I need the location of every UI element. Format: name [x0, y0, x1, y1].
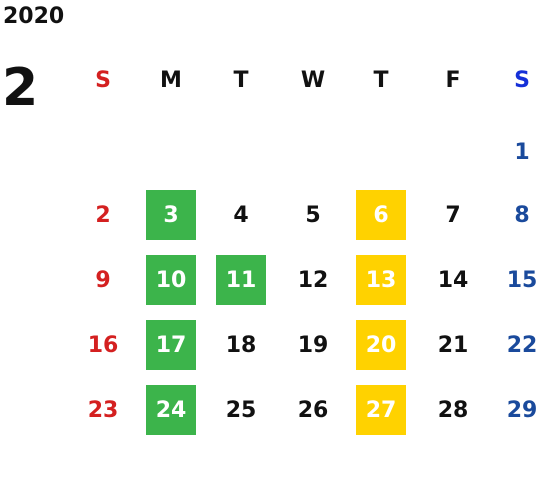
weekday-label: S — [514, 68, 530, 93]
day-cell[interactable]: 13 — [356, 255, 406, 305]
day-cell[interactable]: 20 — [356, 320, 406, 370]
day-cell[interactable]: 11 — [216, 255, 266, 305]
day-cell[interactable]: 19 — [297, 332, 329, 358]
day-cell[interactable]: 24 — [146, 385, 196, 435]
day-cell[interactable]: 16 — [87, 332, 119, 358]
day-cell[interactable]: 2 — [95, 202, 111, 228]
day-cell[interactable]: 21 — [437, 332, 469, 358]
weekday-label: S — [95, 68, 111, 93]
weekday-label: W — [300, 68, 326, 93]
month-label: 2 — [2, 58, 39, 118]
day-cell[interactable]: 6 — [356, 190, 406, 240]
day-cell[interactable]: 15 — [506, 267, 538, 293]
weekday-label: M — [160, 68, 182, 93]
year-label: 2020 — [3, 4, 65, 29]
day-cell[interactable]: 10 — [146, 255, 196, 305]
day-cell[interactable]: 9 — [95, 267, 111, 293]
day-cell[interactable]: 29 — [506, 397, 538, 423]
weekday-label: F — [445, 68, 461, 93]
day-cell[interactable]: 17 — [146, 320, 196, 370]
day-cell[interactable]: 4 — [233, 202, 249, 228]
weekday-label: T — [373, 68, 389, 93]
day-cell[interactable]: 26 — [297, 397, 329, 423]
weekday-label: T — [233, 68, 249, 93]
day-cell[interactable]: 1 — [514, 139, 530, 165]
day-cell[interactable]: 23 — [87, 397, 119, 423]
day-cell[interactable]: 28 — [437, 397, 469, 423]
day-cell[interactable]: 5 — [305, 202, 321, 228]
day-cell[interactable]: 12 — [297, 267, 329, 293]
day-cell[interactable]: 14 — [437, 267, 469, 293]
day-cell[interactable]: 8 — [514, 202, 530, 228]
day-cell[interactable]: 18 — [225, 332, 257, 358]
day-cell[interactable]: 22 — [506, 332, 538, 358]
day-cell[interactable]: 3 — [146, 190, 196, 240]
day-cell[interactable]: 7 — [445, 202, 461, 228]
day-cell[interactable]: 25 — [225, 397, 257, 423]
day-cell[interactable]: 27 — [356, 385, 406, 435]
